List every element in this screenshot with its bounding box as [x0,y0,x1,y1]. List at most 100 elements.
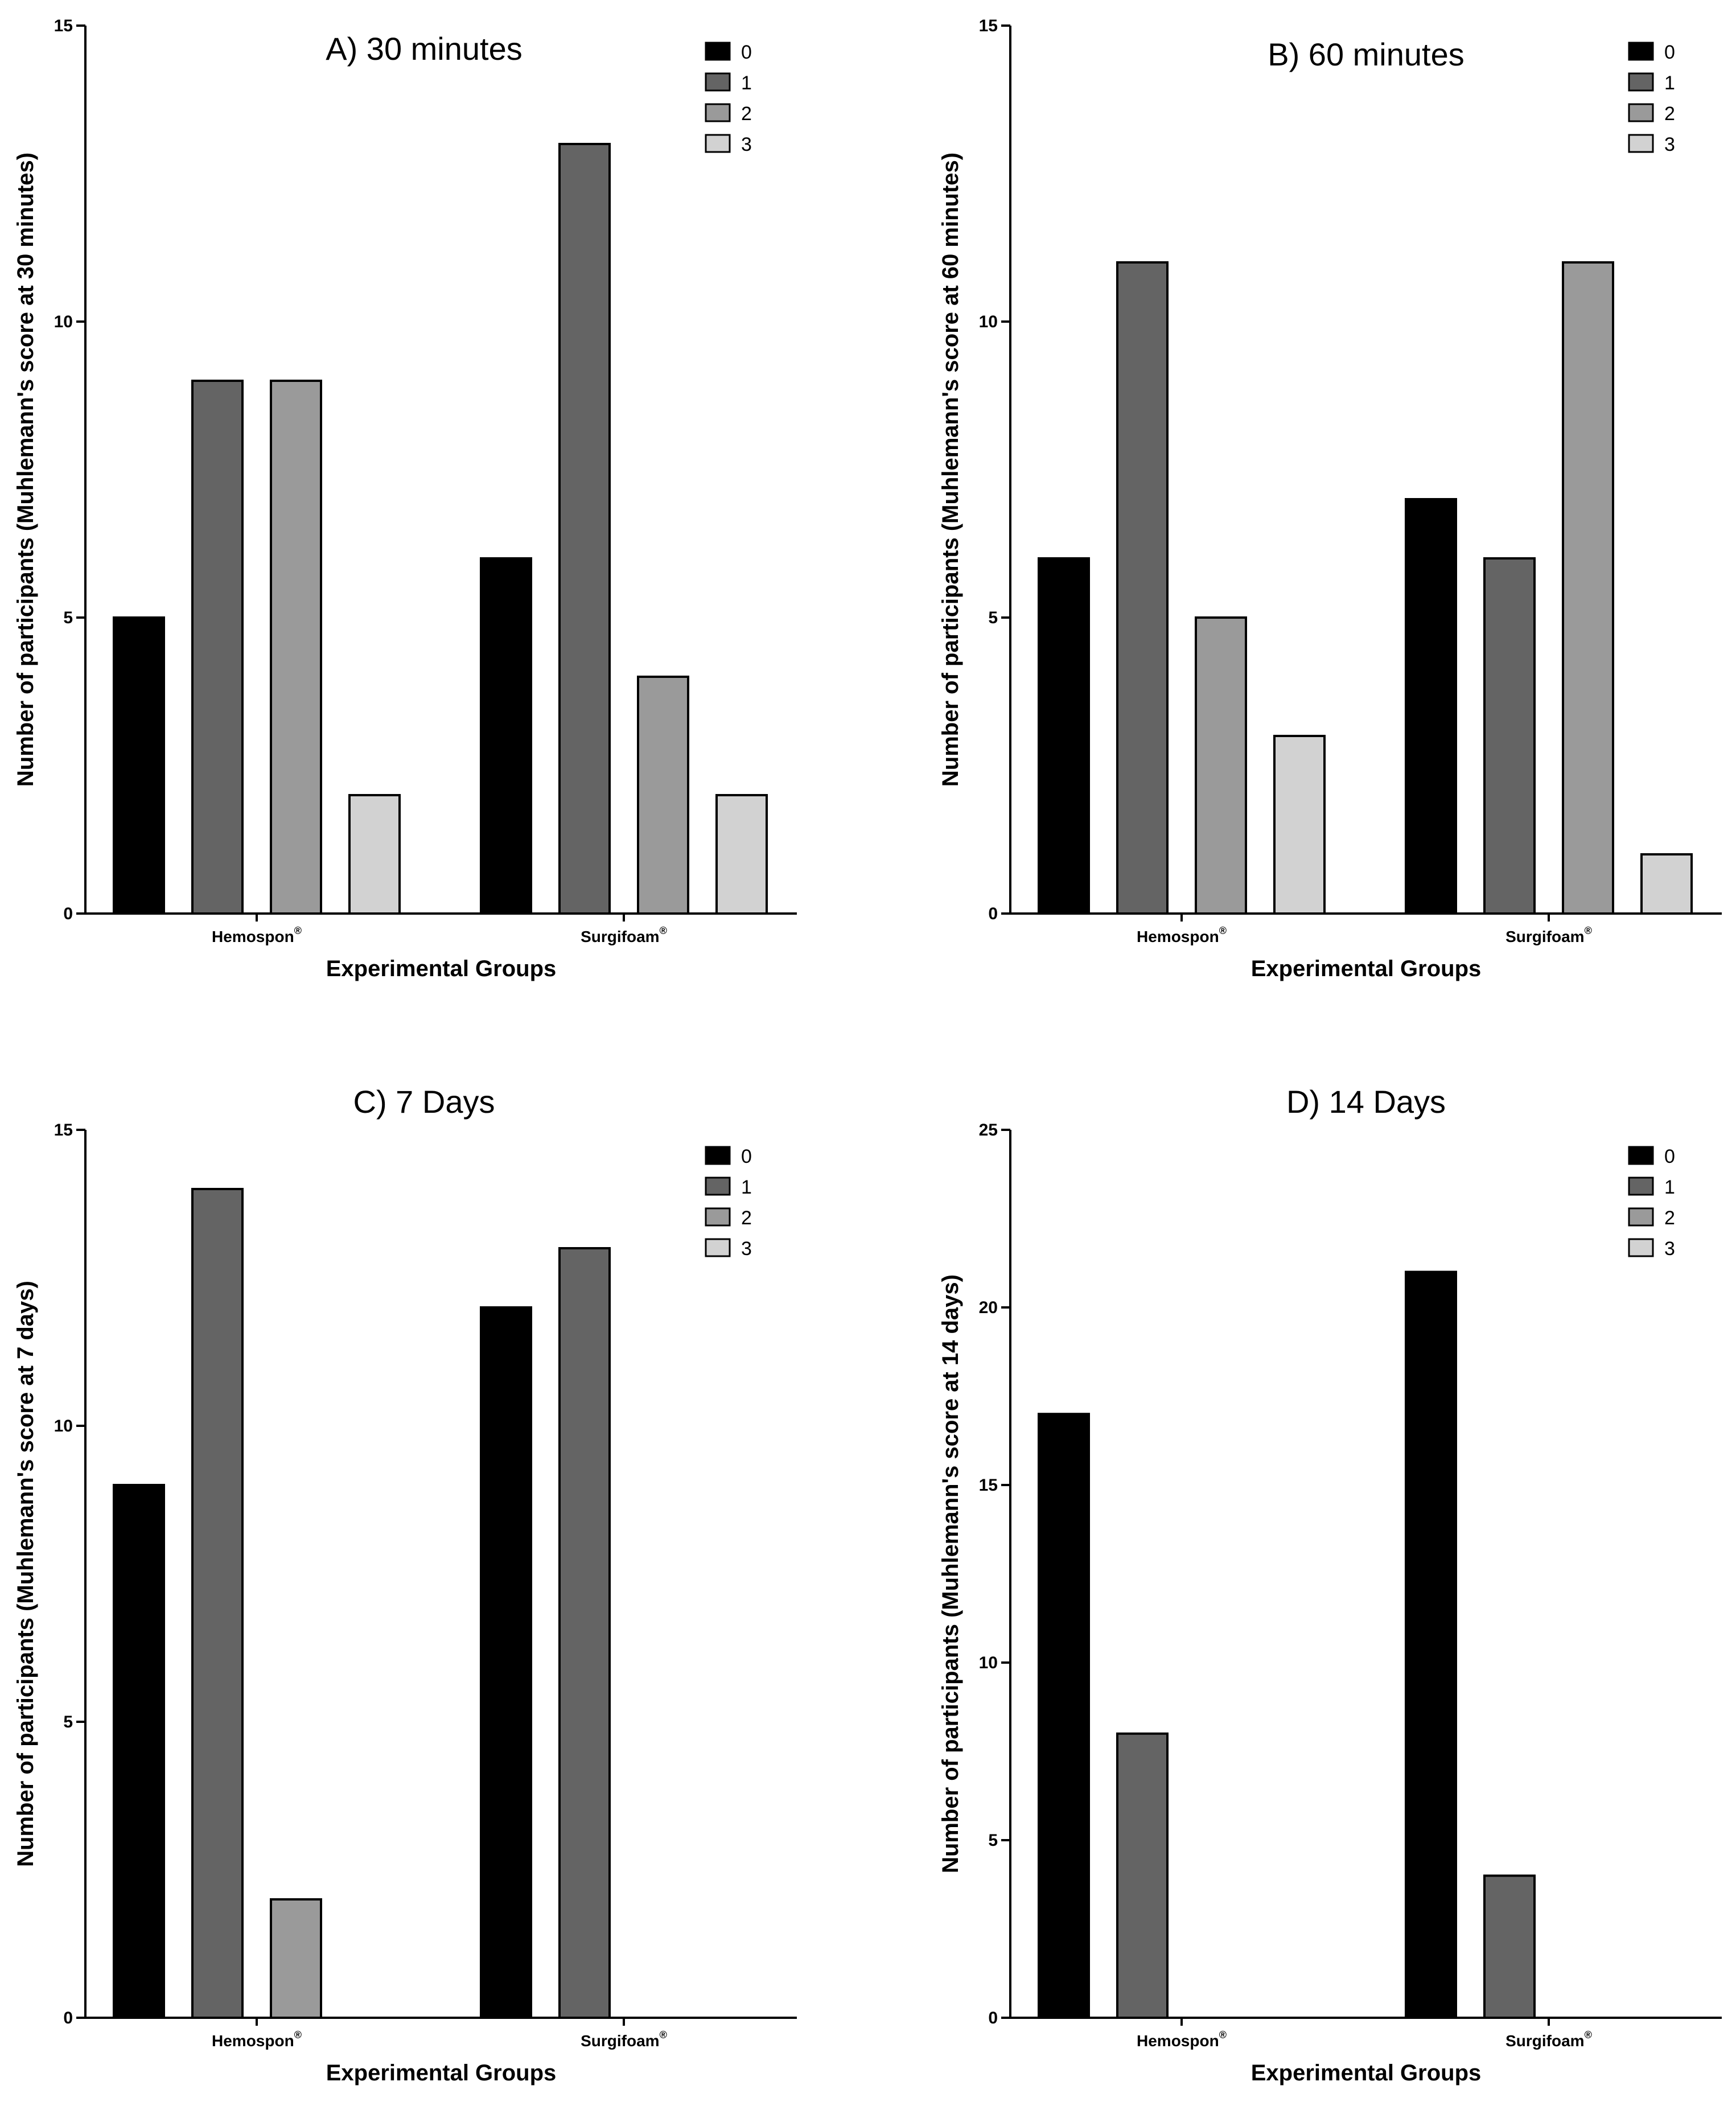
registered-mark: ® [294,925,302,936]
bar-surgifoam-score-0 [480,557,532,915]
x-tick-label-hemospon: Hemospon® [1137,925,1227,945]
bar-hemospon-score-2 [1195,616,1247,915]
legend-label-1: 1 [1664,72,1675,94]
legend-swatch-2 [1628,103,1654,122]
x-tick-label-text: Surgifoam [1505,2032,1584,2050]
y-tick-label: 0 [63,904,73,923]
x-axis-title: Experimental Groups [326,2060,557,2085]
registered-mark: ® [1585,925,1592,936]
legend-label-0: 0 [1664,1146,1675,1167]
x-tick-label-text: Hemospon [212,928,294,945]
x-axis-title: Experimental Groups [326,956,557,981]
legend-swatch-1 [1628,72,1654,92]
legend-label-0: 0 [1664,42,1675,63]
x-tick-label-surgifoam: Surgifoam® [1505,925,1592,945]
registered-mark: ® [1219,2029,1227,2041]
y-tick-label: 20 [979,1298,998,1317]
x-tick-label-text: Surgifoam [581,2032,659,2050]
legend: 0 1 2 3 [1628,1146,1675,1260]
legend-swatch-2 [705,1207,731,1227]
x-tick-label-hemospon: Hemospon® [212,2029,302,2050]
y-tick-label: 10 [54,1417,73,1435]
bar-hemospon-score-0 [1038,557,1090,915]
registered-mark: ® [660,925,667,936]
y-tick-label: 15 [979,17,998,35]
legend-label-2: 2 [1664,103,1675,125]
legend-label-3: 3 [1664,134,1675,155]
bar-surgifoam-score-1 [558,1247,611,2019]
bar-surgifoam-score-2 [637,676,689,915]
bar-surgifoam-score-0 [1405,498,1457,915]
y-axis-title: Number of participants (Muhlemann's scor… [938,1274,963,1873]
bar-hemospon-score-3 [1273,735,1326,915]
y-tick-label: 10 [979,312,998,331]
chart-title: D) 14 Days [1286,1084,1446,1120]
legend-swatch-2 [1628,1207,1654,1227]
legend-swatch-3 [705,134,731,153]
x-tick-label-surgifoam: Surgifoam® [581,2029,667,2050]
legend-label-1: 1 [741,1177,752,1198]
bar-surgifoam-score-1 [558,143,611,915]
legend-swatch-3 [1628,134,1654,153]
x-tick-label-text: Hemospon [1137,2032,1219,2050]
bar-surgifoam-score-2 [1562,261,1614,915]
legend-swatch-1 [705,1177,731,1196]
legend: 0 1 2 3 [705,42,752,155]
x-tick-label-text: Hemospon [212,2032,294,2050]
legend-swatch-1 [705,72,731,92]
legend-label-3: 3 [741,1238,752,1260]
legend-swatch-0 [1628,1146,1654,1165]
y-tick-label: 15 [54,17,73,35]
chart-title: B) 60 minutes [1268,36,1465,72]
y-axis-title: Number of participants (Muhlemann's scor… [938,153,963,787]
legend-label-2: 2 [1664,1207,1675,1229]
bar-hemospon-score-1 [1116,1732,1169,2019]
y-tick-label: 0 [63,2009,73,2027]
legend: 0 1 2 3 [1628,42,1675,155]
bar-surgifoam-score-3 [1640,853,1693,915]
y-tick-label: 0 [988,904,998,923]
y-tick-label: 5 [988,608,998,627]
legend-swatch-2 [705,103,731,122]
y-tick-label: 10 [979,1653,998,1672]
y-tick-label: 10 [54,312,73,331]
bar-surgifoam-score-0 [1405,1270,1457,2019]
legend-swatch-3 [705,1238,731,1257]
bar-hemospon-score-3 [348,794,401,915]
bar-hemospon-score-2 [270,380,322,915]
bar-surgifoam-score-1 [1483,557,1536,915]
x-axis-title: Experimental Groups [1251,2060,1482,2085]
registered-mark: ® [660,2029,667,2041]
bar-hemospon-score-1 [1116,261,1169,915]
legend-label-1: 1 [741,72,752,94]
x-tick-label-surgifoam: Surgifoam® [581,925,667,945]
legend-label-2: 2 [741,1207,752,1229]
x-tick-label-text: Surgifoam [581,928,659,945]
legend-swatch-0 [705,1146,731,1165]
legend-label-2: 2 [741,103,752,125]
legend-label-3: 3 [741,134,752,155]
bar-surgifoam-score-1 [1483,1874,1536,2019]
bar-hemospon-score-0 [113,616,165,915]
x-tick-label-text: Hemospon [1137,928,1219,945]
legend-label-0: 0 [741,42,752,63]
y-tick-label: 5 [63,1713,73,1731]
legend-swatch-1 [1628,1177,1654,1196]
y-tick-label: 25 [979,1121,998,1140]
registered-mark: ® [294,2029,302,2041]
bar-hemospon-score-0 [1038,1413,1090,2019]
chart-title: A) 30 minutes [326,31,523,67]
y-tick-label: 0 [988,2009,998,2027]
legend-label-3: 3 [1664,1238,1675,1260]
legend-swatch-0 [705,42,731,61]
bar-surgifoam-score-3 [715,794,768,915]
y-tick-label: 5 [988,1831,998,1850]
bar-hemospon-score-2 [270,1898,322,2019]
registered-mark: ® [1219,925,1227,936]
legend-swatch-3 [1628,1238,1654,1257]
chart-title: C) 7 Days [353,1084,495,1120]
